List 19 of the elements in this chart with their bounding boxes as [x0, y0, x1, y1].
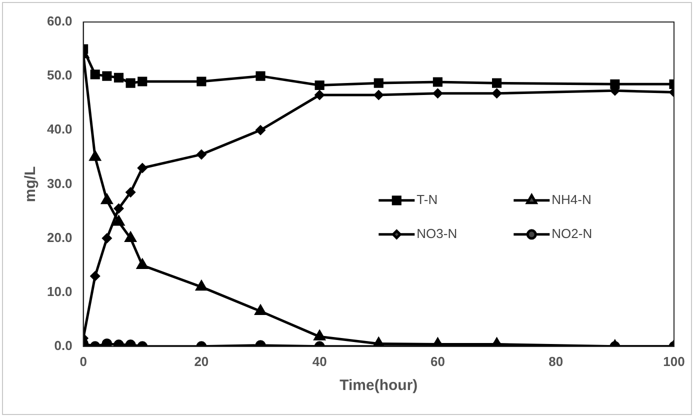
y-tick-label: 30.0 — [46, 176, 72, 191]
legend-label: NH4-N — [552, 192, 592, 207]
y-tick-label: 50.0 — [46, 68, 72, 83]
x-tick-label: 60 — [430, 354, 445, 369]
y-tick-label: 0.0 — [54, 338, 72, 353]
legend-label: NO3-N — [416, 226, 458, 241]
y-tick-label: 40.0 — [46, 122, 72, 137]
legend-label: NO2-N — [552, 226, 592, 241]
x-tick-label: 20 — [194, 354, 209, 369]
y-tick-label: 20.0 — [46, 230, 72, 245]
legend-label: T-N — [416, 192, 438, 207]
x-tick-label: 40 — [312, 354, 327, 369]
x-tick-label: 100 — [663, 354, 685, 369]
y-axis-title: mg/L — [22, 166, 40, 202]
x-axis-title: Time(hour) — [340, 377, 418, 394]
x-tick-label: 80 — [548, 354, 564, 369]
x-tick-label: 0 — [80, 354, 87, 369]
y-tick-label: 10.0 — [46, 284, 72, 299]
y-tick-label: 60.0 — [46, 14, 72, 29]
